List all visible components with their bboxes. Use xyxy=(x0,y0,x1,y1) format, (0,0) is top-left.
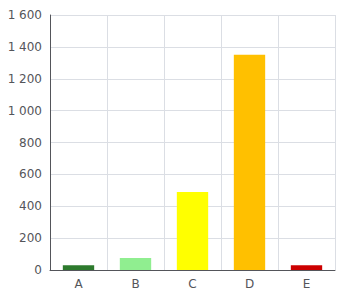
svg-text:200: 200 xyxy=(19,231,42,245)
svg-text:1 200: 1 200 xyxy=(8,72,42,86)
svg-text:1 000: 1 000 xyxy=(8,104,42,118)
svg-text:400: 400 xyxy=(19,199,42,213)
svg-text:D: D xyxy=(245,277,254,291)
svg-text:C: C xyxy=(188,277,196,291)
svg-text:0: 0 xyxy=(34,263,42,277)
svg-text:B: B xyxy=(131,277,139,291)
svg-text:1 400: 1 400 xyxy=(8,40,42,54)
svg-text:800: 800 xyxy=(19,136,42,150)
svg-text:1 600: 1 600 xyxy=(8,8,42,22)
svg-text:E: E xyxy=(303,277,311,291)
svg-text:600: 600 xyxy=(19,167,42,181)
svg-text:A: A xyxy=(74,277,83,291)
